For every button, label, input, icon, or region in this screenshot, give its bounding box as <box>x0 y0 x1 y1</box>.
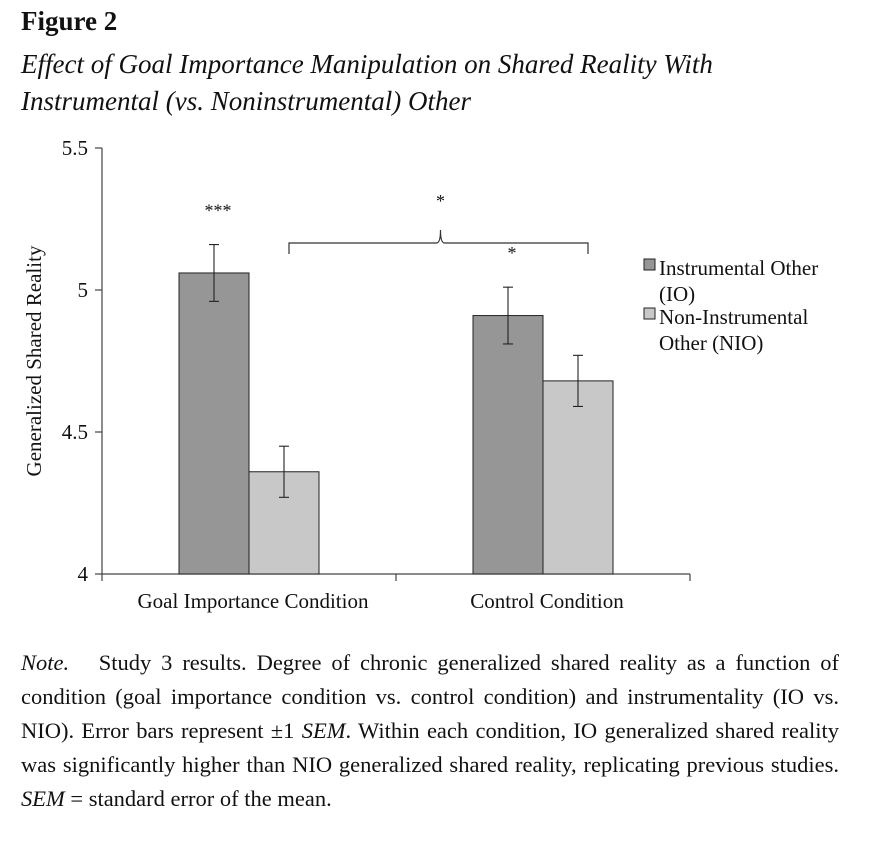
legend-swatch-nio <box>643 307 656 320</box>
figure-note: Note. Study 3 results. Degree of chronic… <box>21 646 839 816</box>
y-tick-label: 5 <box>78 278 89 302</box>
figure-label: Figure 2 <box>21 6 118 36</box>
significance-marker: * <box>436 191 445 211</box>
note-italic-term: SEM <box>301 718 346 743</box>
legend-label: Instrumental Other <box>659 256 818 280</box>
note-label: Note. <box>21 650 70 675</box>
x-tick-label: Control Condition <box>470 589 624 613</box>
y-tick-label: 5.5 <box>62 136 88 160</box>
note-body: Study 3 results. Degree of chronic gener… <box>21 650 839 811</box>
bar-nio <box>248 471 320 575</box>
note-text: Study 3 results. Degree of chronic gener… <box>21 650 839 743</box>
legend-swatch-io <box>643 258 656 271</box>
bar-io <box>178 272 250 575</box>
note-italic-term: SEM <box>21 786 65 811</box>
bar-io <box>472 315 544 575</box>
legend-label: (IO) <box>659 282 695 306</box>
bar-nio <box>542 380 614 575</box>
bar-chart: 4 4.5 5 5.5 Generalized Shared Reality Goal I… <box>22 136 818 613</box>
x-tick-label: Goal Importance Condition <box>138 589 369 613</box>
note-text: = standard error of the mean. <box>64 786 332 811</box>
figure-title: Effect of Goal Importance Manipulation o… <box>21 49 713 116</box>
legend-label: Non-Instrumental <box>659 305 808 329</box>
y-tick-label: 4.5 <box>62 420 88 444</box>
y-tick-label: 4 <box>78 562 89 586</box>
significance-marker: *** <box>205 201 232 221</box>
comparison-bracket <box>288 229 589 254</box>
significance-marker: * <box>508 243 517 263</box>
note-text: . Within each condition, IO generalized … <box>21 718 839 777</box>
y-axis-label: Generalized Shared Reality <box>22 245 46 476</box>
legend-label: Other (NIO) <box>659 331 763 355</box>
